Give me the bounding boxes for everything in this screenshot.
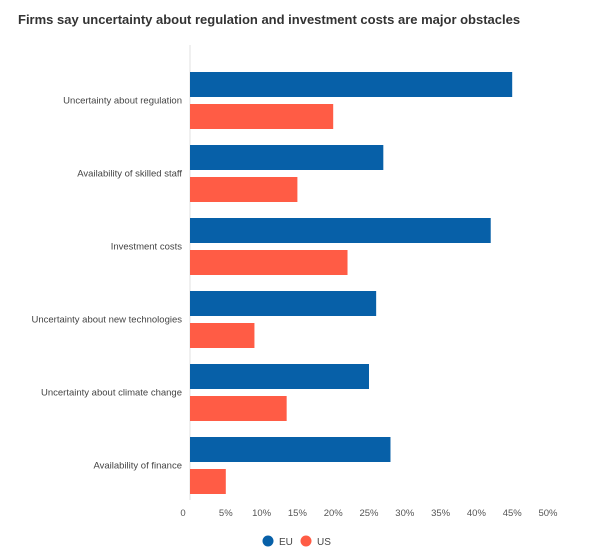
category-label: Uncertainty about new technologies (31, 315, 182, 326)
legend-marker-eu (262, 535, 274, 547)
x-tick-label: 10% (252, 508, 272, 519)
chart-title: Firms say uncertainty about regulation a… (18, 12, 521, 27)
bar-us (190, 104, 334, 129)
bar-eu (190, 291, 377, 316)
x-tick-label: 45% (503, 508, 523, 519)
x-tick-label: 5% (219, 508, 233, 519)
legend-label: EU (279, 537, 293, 548)
legend-marker-us (300, 535, 312, 547)
bar-us (190, 177, 298, 202)
category-label: Availability of skilled staff (77, 169, 182, 180)
bar-eu (190, 72, 513, 97)
legend-label: US (317, 537, 331, 548)
bar-us (190, 250, 348, 275)
category-label: Availability of finance (93, 461, 182, 472)
category-label: Investment costs (111, 242, 183, 253)
bar-eu (190, 218, 491, 243)
x-tick-label: 40% (467, 508, 487, 519)
bar-eu (190, 364, 369, 389)
bar-us (190, 323, 255, 348)
x-tick-label: 15% (288, 508, 308, 519)
x-tick-label: 50% (538, 508, 558, 519)
category-label: Uncertainty about climate change (41, 388, 182, 399)
bar-eu (190, 437, 391, 462)
bar-us (190, 469, 226, 494)
bar-eu (190, 145, 384, 170)
bar-us (190, 396, 287, 421)
category-label: Uncertainty about regulation (63, 96, 182, 107)
x-tick-label: 20% (324, 508, 344, 519)
x-tick-label: 25% (359, 508, 379, 519)
x-tick-label: 30% (395, 508, 415, 519)
x-tick-label: 0 (180, 508, 185, 519)
x-tick-label: 35% (431, 508, 451, 519)
